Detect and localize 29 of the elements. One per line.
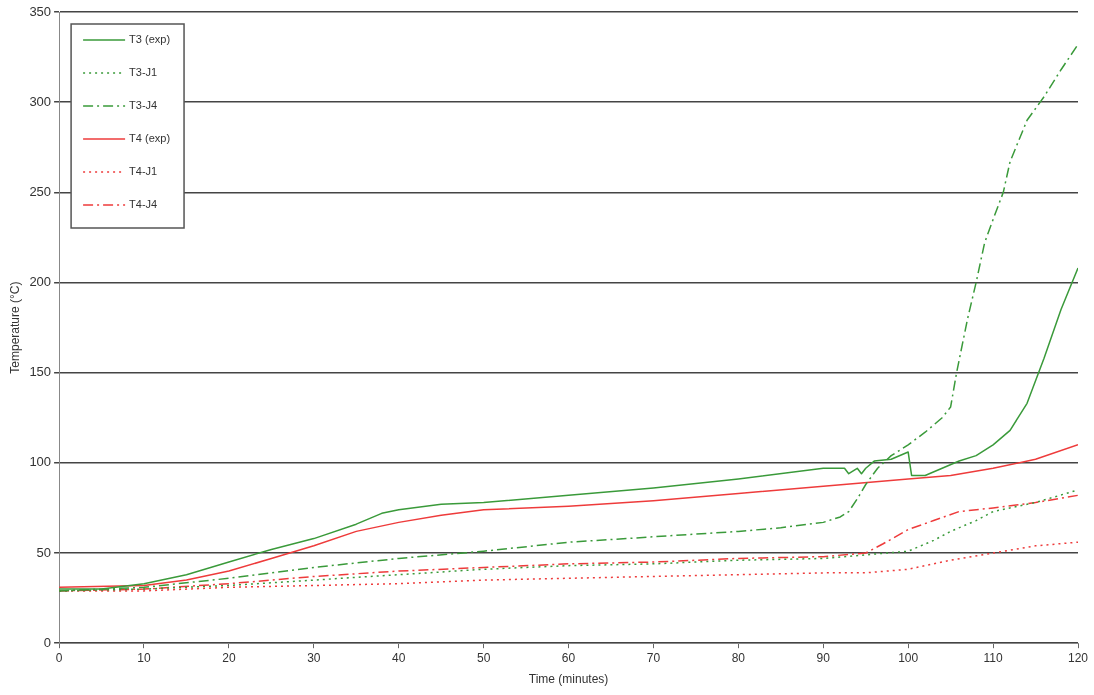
x-tick-label: 80 xyxy=(731,650,746,665)
y-tick-label: 200 xyxy=(29,274,52,290)
legend-label: T3 (exp) xyxy=(129,33,171,46)
x-tick-label: 120 xyxy=(1067,650,1089,665)
x-tick-label: 100 xyxy=(898,650,919,665)
x-tick-label: 10 xyxy=(137,650,151,665)
y-axis-title: Temperature (°C) xyxy=(7,281,22,374)
x-tick-label: 60 xyxy=(561,650,576,665)
x-tick-label: 0 xyxy=(55,650,63,665)
x-tick-label: 30 xyxy=(307,650,321,665)
x-tick-label: 110 xyxy=(983,650,1003,665)
x-tick-label: 90 xyxy=(816,650,831,665)
x-axis-title: Time (minutes) xyxy=(528,672,609,687)
y-tick-label: 50 xyxy=(36,544,52,560)
legend-label: T4 (exp) xyxy=(129,132,171,145)
x-tick-label: 40 xyxy=(392,650,406,665)
x-tick-label: 50 xyxy=(476,650,491,665)
y-tick-label: 350 xyxy=(29,3,52,19)
y-tick-label: 250 xyxy=(29,183,52,199)
legend-label: T4-J1 xyxy=(129,165,158,178)
legend-label: T3-J1 xyxy=(129,66,158,79)
legend-label: T3-J4 xyxy=(129,99,158,112)
y-tick-label: 100 xyxy=(29,454,52,470)
y-tick-label: 300 xyxy=(29,93,52,109)
y-tick-label: 0 xyxy=(43,634,52,650)
legend-label: T4-J4 xyxy=(129,198,158,211)
x-tick-label: 70 xyxy=(646,650,661,665)
x-tick-label: 20 xyxy=(222,650,236,665)
y-tick-label: 150 xyxy=(29,364,52,380)
